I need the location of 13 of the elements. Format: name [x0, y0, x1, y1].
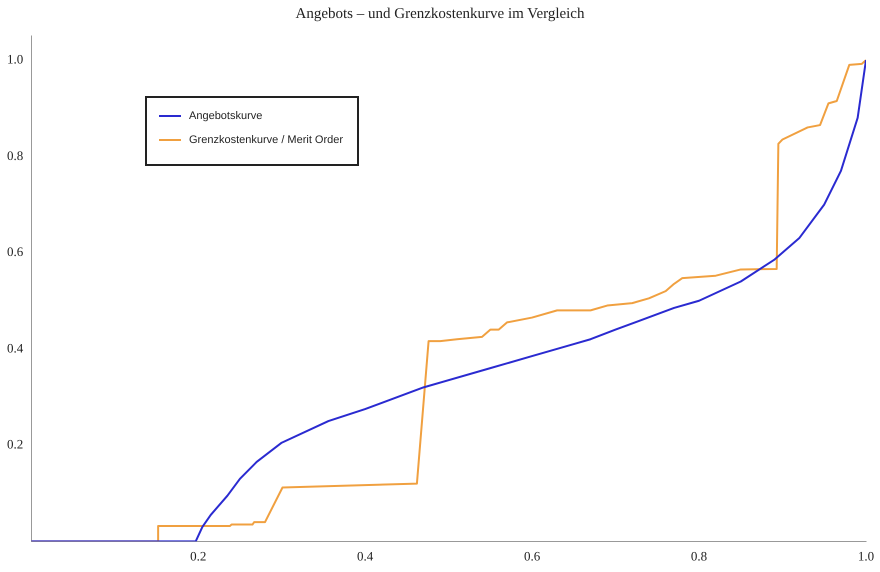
- y-tick-label: 0.4: [7, 340, 24, 356]
- y-tick-label: 0.8: [7, 148, 24, 163]
- x-tick-label: 0.4: [357, 548, 374, 564]
- legend-label: Angebotskurve: [189, 110, 262, 122]
- y-tick-label: 1.0: [7, 51, 24, 66]
- y-tick-label: 0.2: [7, 436, 24, 452]
- legend-label: Grenzkostenkurve / Merit Order: [189, 134, 344, 146]
- y-tick-label: 0.6: [7, 244, 24, 260]
- x-tick-label: 0.6: [524, 548, 541, 564]
- x-tick-label: 0.2: [190, 548, 206, 564]
- chart-title: Angebots – und Grenzkostenkurve im Vergleich: [294, 6, 586, 23]
- x-tick-label: 1.0: [858, 548, 874, 564]
- x-tick-label: 0.8: [690, 548, 708, 564]
